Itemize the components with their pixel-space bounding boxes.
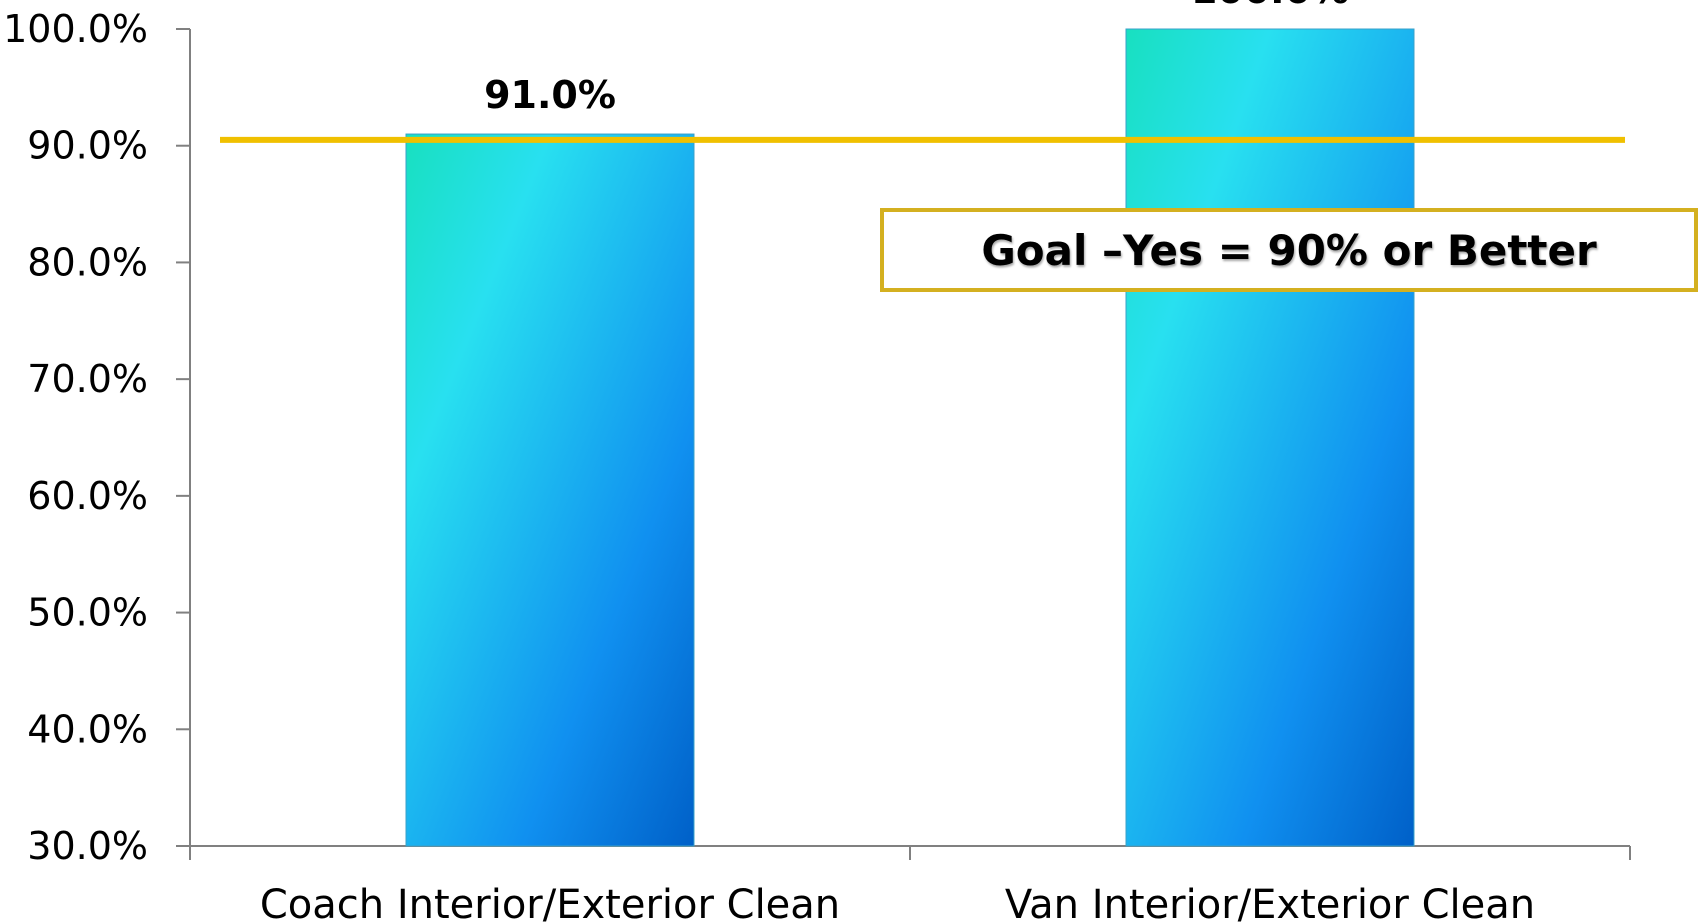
bar <box>405 133 695 847</box>
labels: 30.0% 40.0% 50.0% 60.0% 70.0% 80.0% 90.0% 100.0… <box>3 0 1535 924</box>
y-tick-label: 70.0% <box>27 357 148 401</box>
y-tick-label: 100.0% <box>3 7 148 51</box>
goal-annotation-text: Goal –Yes = 90% or Better <box>981 225 1597 275</box>
bars <box>405 28 1415 847</box>
x-category-label: Van Interior/Exterior Clean <box>1005 882 1535 924</box>
y-tick-label: 90.0% <box>27 124 148 168</box>
bar <box>1125 28 1415 847</box>
data-label: 100.0% <box>1191 0 1349 12</box>
goal-annotation: Goal –Yes = 90% or Better <box>880 208 1698 292</box>
y-tick-label: 60.0% <box>27 474 148 518</box>
y-tick-label: 50.0% <box>27 591 148 635</box>
y-tick-label: 80.0% <box>27 240 148 284</box>
data-label: 91.0% <box>484 73 616 117</box>
x-category-label: Coach Interior/Exterior Clean <box>260 882 840 924</box>
y-tick-label: 40.0% <box>27 707 148 751</box>
y-tick-label: 30.0% <box>27 824 148 868</box>
